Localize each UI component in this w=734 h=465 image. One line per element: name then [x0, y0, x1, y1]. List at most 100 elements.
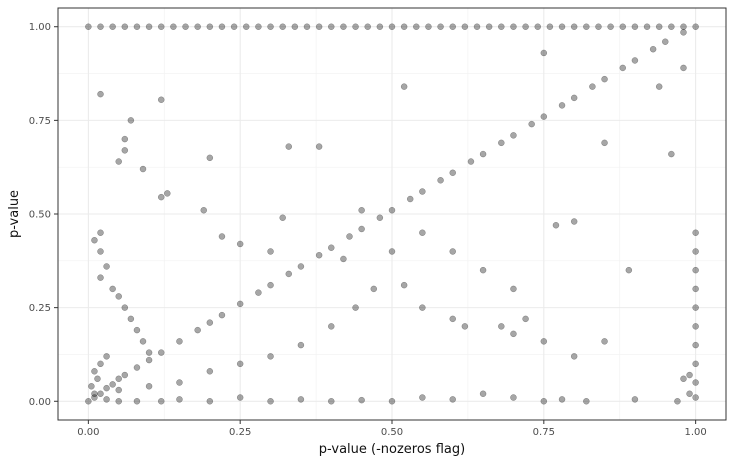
data-point: [121, 147, 129, 154]
data-point: [528, 120, 535, 128]
data-point: [406, 195, 414, 203]
data-point: [267, 398, 274, 405]
y-axis-title: p-value: [7, 190, 22, 238]
data-point: [692, 266, 699, 274]
data-point: [388, 398, 396, 405]
x-axis-title: p-value (-nozeros flag): [319, 442, 465, 457]
data-point: [601, 139, 608, 147]
data-point: [230, 23, 238, 30]
data-point: [467, 158, 475, 165]
data-point: [674, 398, 681, 405]
data-point: [97, 274, 104, 281]
data-point: [103, 353, 110, 360]
data-point: [97, 390, 104, 398]
data-point: [692, 23, 699, 30]
data-point: [388, 207, 396, 214]
data-point: [668, 23, 675, 30]
x-tick-label: 1.00: [685, 427, 707, 438]
data-point: [206, 23, 214, 30]
data-point: [692, 379, 699, 386]
data-point: [115, 375, 122, 383]
data-point: [449, 248, 456, 255]
data-point: [643, 23, 651, 30]
data-point: [115, 158, 122, 165]
data-point: [127, 315, 135, 323]
axes: 0.00 0.25 0.50 0.75 1.00 0.00 0.25 0.50 0.75 1.00: [29, 7, 727, 438]
data-point: [461, 323, 469, 330]
data-point: [662, 38, 669, 45]
data-point: [680, 64, 687, 72]
data-point: [540, 338, 548, 345]
data-point: [686, 390, 693, 398]
data-point: [291, 23, 299, 30]
y-tick-label: 0.50: [29, 210, 51, 221]
data-point: [498, 23, 505, 30]
data-point: [522, 315, 529, 323]
data-point: [510, 330, 517, 338]
data-point: [570, 353, 578, 360]
data-point: [285, 270, 293, 278]
data-point: [328, 244, 335, 251]
data-point: [94, 375, 101, 383]
data-point: [103, 263, 110, 270]
data-point: [692, 304, 699, 311]
data-point: [236, 360, 244, 368]
data-point: [558, 23, 566, 30]
data-point: [649, 45, 657, 53]
data-point: [601, 75, 608, 83]
data-point: [692, 323, 699, 330]
data-point: [206, 154, 214, 162]
data-point: [419, 188, 426, 195]
data-point: [655, 83, 663, 90]
data-point: [97, 360, 104, 368]
data-point: [97, 90, 104, 98]
data-point: [680, 375, 687, 383]
data-point: [315, 23, 323, 30]
data-point: [109, 23, 116, 30]
data-point: [419, 394, 426, 401]
data-point: [498, 139, 505, 147]
data-point: [425, 23, 432, 30]
data-point: [109, 381, 116, 388]
data-point: [176, 396, 183, 403]
data-point: [607, 23, 614, 30]
data-point: [479, 266, 487, 274]
data-point: [510, 132, 517, 139]
data-point: [546, 23, 554, 30]
data-point: [692, 341, 699, 349]
data-point: [157, 193, 165, 201]
y-tick-label: 0.00: [29, 397, 51, 408]
data-point: [145, 383, 153, 390]
data-point: [267, 353, 274, 360]
data-point: [109, 285, 116, 293]
data-point: [170, 23, 177, 30]
data-point: [157, 96, 165, 104]
data-point: [297, 341, 305, 349]
data-point: [255, 289, 262, 296]
data-point: [285, 143, 293, 150]
data-point: [340, 255, 347, 263]
data-point: [631, 396, 639, 403]
data-point: [668, 150, 675, 158]
data-point: [91, 236, 98, 244]
data-point: [267, 23, 274, 30]
x-tick-label: 0.25: [229, 427, 251, 438]
data-point: [346, 233, 353, 240]
data-point: [619, 23, 627, 30]
data-point: [315, 251, 323, 259]
data-point: [157, 349, 165, 356]
data-point: [218, 23, 226, 30]
data-point: [601, 338, 608, 345]
data-point: [133, 326, 141, 334]
data-point: [370, 285, 378, 293]
data-point: [267, 248, 274, 255]
data-point: [340, 23, 347, 30]
data-point: [625, 266, 633, 274]
data-point: [352, 304, 359, 311]
data-point: [176, 338, 183, 345]
data-point: [164, 190, 171, 197]
data-point: [540, 398, 548, 405]
data-point: [413, 23, 420, 30]
